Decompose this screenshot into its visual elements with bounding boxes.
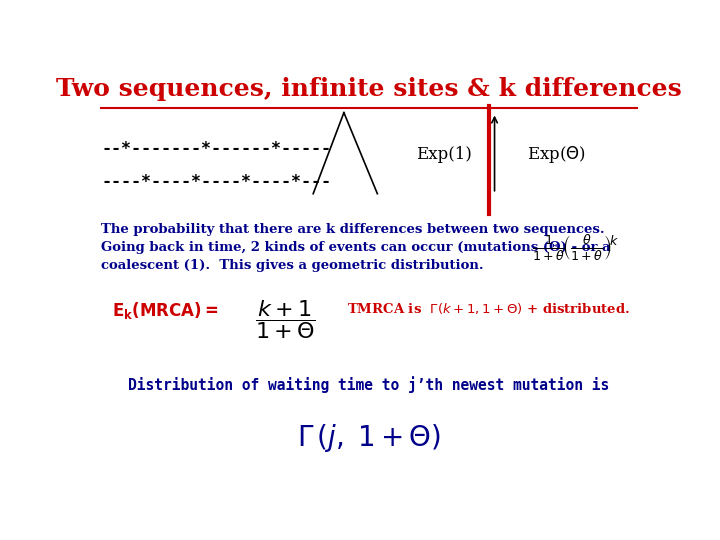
Text: $\Gamma\,(j,\;1+\Theta)$: $\Gamma\,(j,\;1+\Theta)$ — [297, 422, 441, 454]
Text: TMRCA is  $\Gamma(k+1,1+\Theta)$ + distributed.: TMRCA is $\Gamma(k+1,1+\Theta)$ + distri… — [347, 301, 630, 316]
Text: $\dfrac{k+1}{1+\Theta}$: $\dfrac{k+1}{1+\Theta}$ — [255, 298, 315, 341]
Text: $\frac{1}{1+\theta}\!\left(\frac{\theta}{1+\theta}\right)^{\!k}$: $\frac{1}{1+\theta}\!\left(\frac{\theta}… — [532, 233, 619, 263]
Text: Exp(1): Exp(1) — [416, 146, 472, 163]
Text: Two sequences, infinite sites & k differences: Two sequences, infinite sites & k differ… — [56, 77, 682, 102]
Text: ----*----*----*----*---: ----*----*----*----*--- — [101, 173, 331, 191]
Text: The probability that there are k differences between two sequences.
Going back i: The probability that there are k differe… — [101, 223, 611, 272]
Text: Exp($\Theta$): Exp($\Theta$) — [526, 144, 585, 165]
Text: Distribution of waiting time to j’th newest mutation is: Distribution of waiting time to j’th new… — [128, 377, 610, 394]
Text: $\mathbf{E_k(MRCA) = }$: $\mathbf{E_k(MRCA) = }$ — [112, 300, 219, 321]
Text: --*-------*------*-----: --*-------*------*----- — [101, 140, 331, 158]
